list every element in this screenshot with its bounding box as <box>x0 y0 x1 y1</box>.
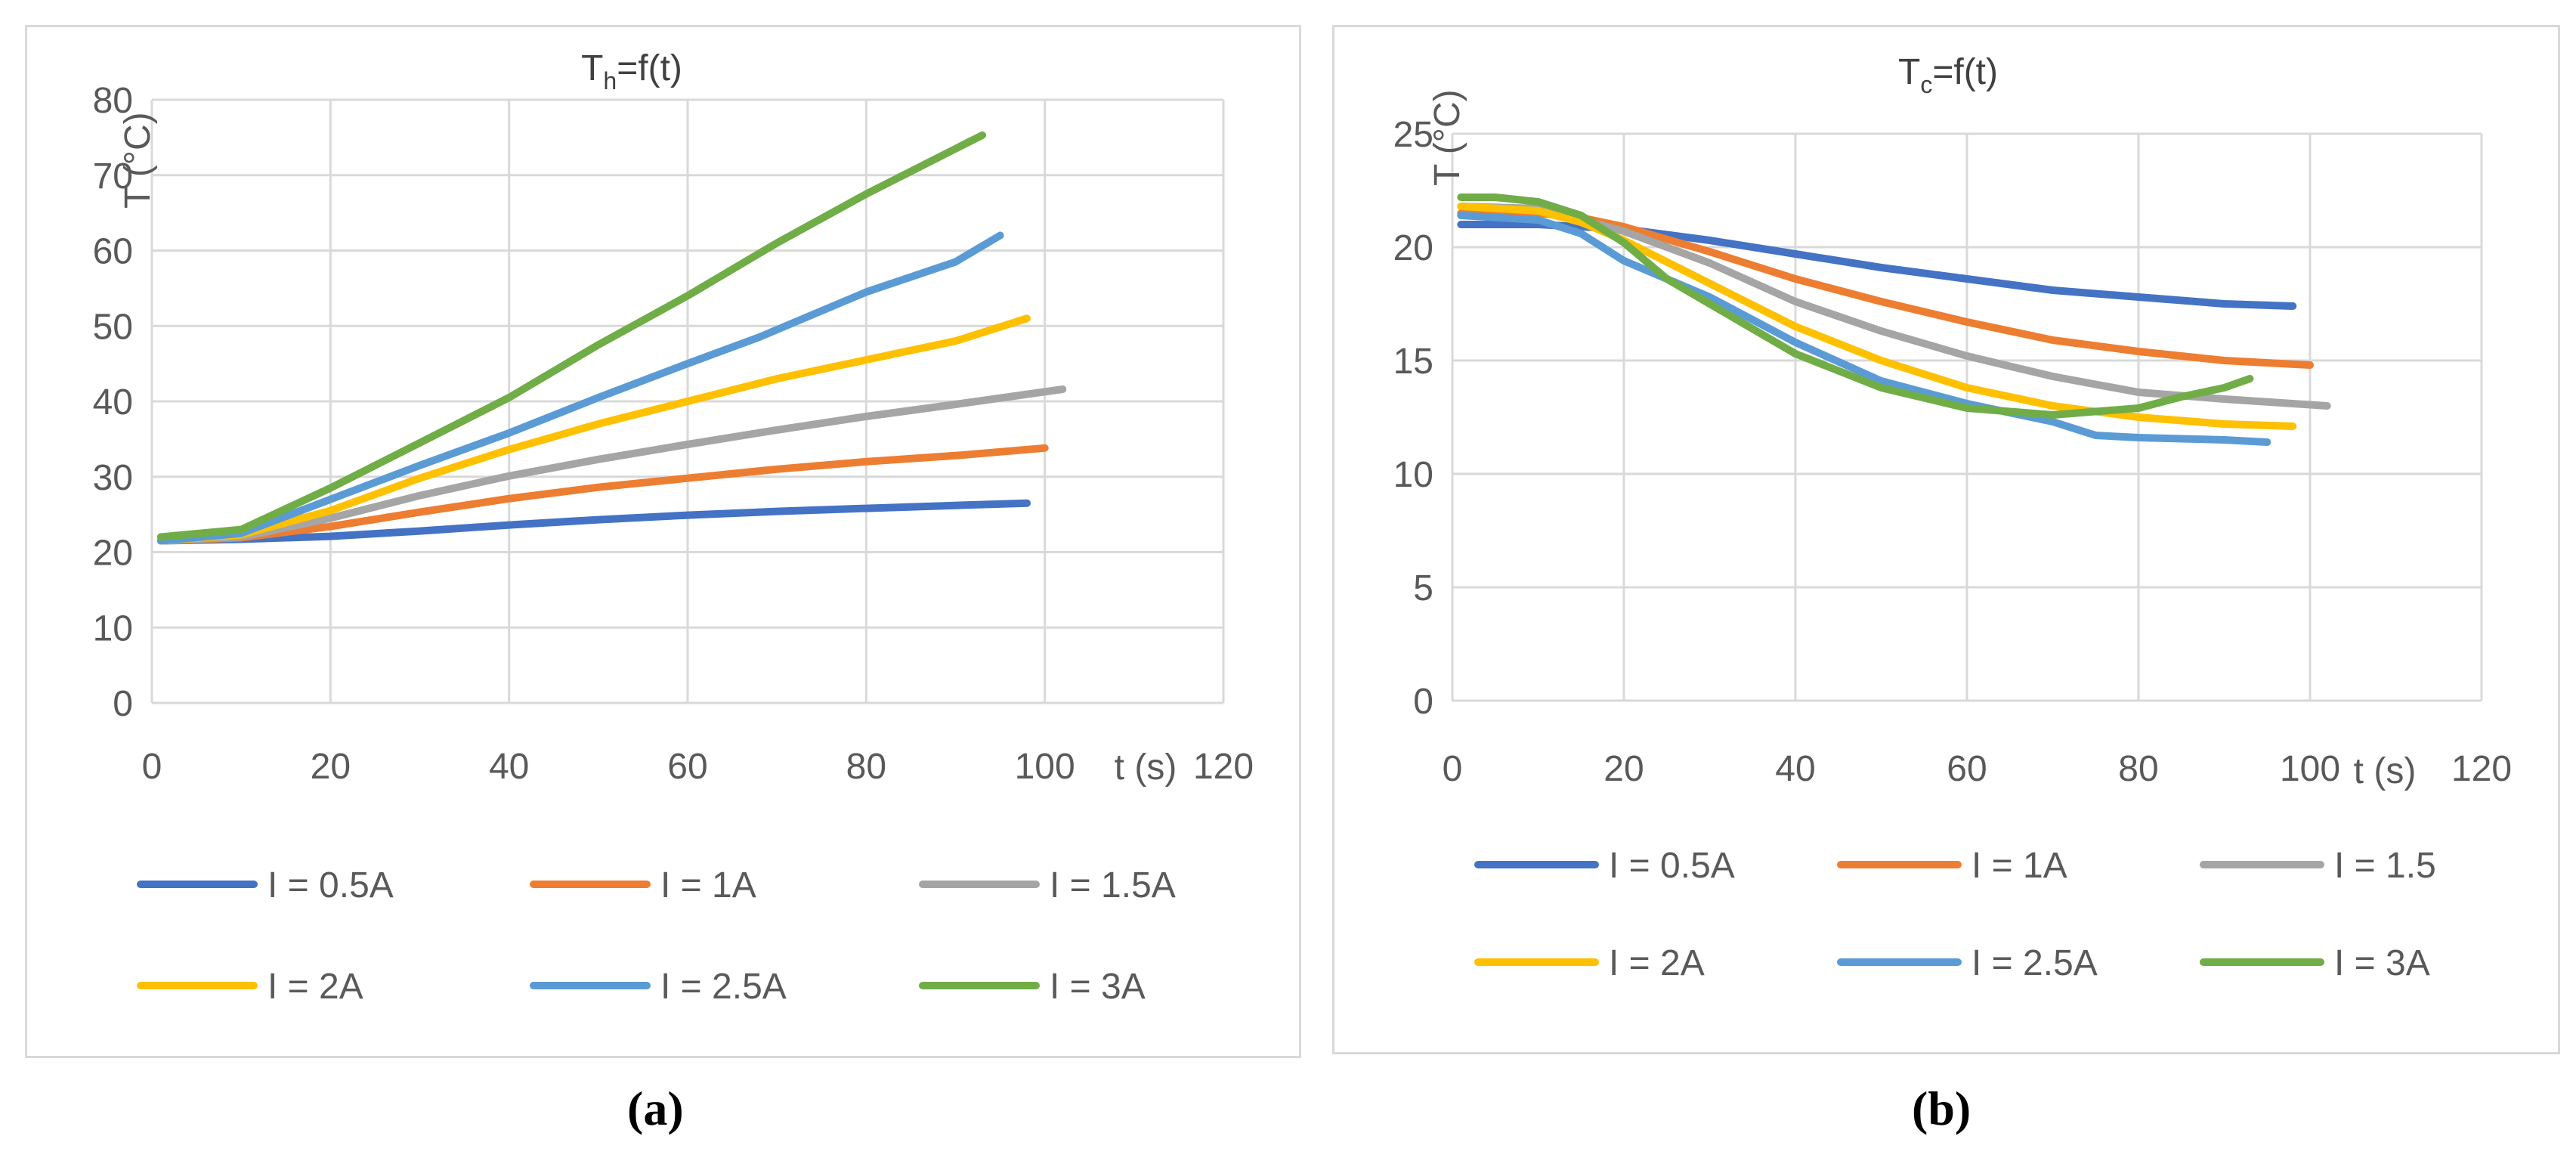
chart-b-svg: 0 20 40 60 80 100 120 0 5 10 15 20 25 Tc=f(t) T (°C)… <box>1393 52 2512 983</box>
chart-a-legend-item-0: I = 0.5A <box>137 865 394 905</box>
chart-a-series-line-0 <box>156 499 1031 545</box>
caption-a: (a) <box>627 1081 684 1137</box>
chart-b-y-tick-label-1: 5 <box>1413 568 1433 608</box>
chart-a-title-rest: =f(t) <box>617 48 682 88</box>
chart-b-y-tick-label-3: 15 <box>1393 342 1433 382</box>
chart-b-legend-item-2: I = 1.5 <box>2200 846 2436 886</box>
chart-b-legend-item-4: I = 2.5A <box>1837 943 2098 983</box>
chart-panel-b: 0 20 40 60 80 100 120 0 5 10 15 20 25 Tc=f(t) T (°C)… <box>1332 25 2560 1054</box>
chart-a-legend-item-4: I = 2.5A <box>530 967 787 1007</box>
chart-b-legend-item-0: I = 0.5A <box>1474 846 1735 886</box>
chart-b-legend-label-3: I = 2A <box>1609 943 1705 983</box>
chart-b-legend-item-1: I = 1A <box>1837 846 2067 886</box>
chart-a-legend-label-0: I = 0.5A <box>267 865 394 905</box>
chart-a-legend: I = 0.5A I = 1A I = 1.5A I = 2A I = 2.5A I = … <box>137 865 1176 1007</box>
chart-a-svg: 0 20 40 60 80 100 120 0 10 20 30 40 50 60 70 80 Th=f(t)… <box>93 48 1254 1007</box>
chart-a-y-tick-label-7: 70 <box>93 156 133 197</box>
chart-b-title-rest: =f(t) <box>1932 52 1998 92</box>
chart-b-legend: I = 0.5A I = 1A I = 1.5 I = 2A I = 2.5A I = 3… <box>1474 846 2436 983</box>
chart-b-x-tick-label-5: 100 <box>2280 749 2340 789</box>
chart-b-ticks: 0 20 40 60 80 100 120 0 5 10 15 20 25 <box>1393 115 2512 789</box>
chart-b-gridlines <box>1451 132 2483 702</box>
chart-b-legend-item-3: I = 2A <box>1474 943 1705 983</box>
chart-a-series-line-5 <box>156 131 986 541</box>
chart-a-x-tick-label-3: 60 <box>667 747 707 787</box>
chart-a-x-axis-label: t (s) <box>1115 748 1177 788</box>
chart-a-title-main: T <box>581 48 603 88</box>
chart-a-title-sub: h <box>603 67 617 94</box>
chart-a-gridlines <box>150 98 1225 704</box>
caption-b: (b) <box>1912 1081 1971 1137</box>
chart-b-legend-label-2: I = 1.5 <box>2334 846 2436 886</box>
chart-b-title: Tc=f(t) <box>1898 52 1998 98</box>
chart-a-y-tick-label-5: 50 <box>93 307 133 347</box>
chart-b-y-axis-label: T (°C) <box>1427 89 1467 186</box>
chart-b-legend-label-0: I = 0.5A <box>1609 846 1735 886</box>
chart-a-y-tick-label-8: 80 <box>93 81 133 121</box>
chart-a-x-tick-label-2: 40 <box>489 747 529 787</box>
chart-b-y-tick-label-0: 0 <box>1413 682 1433 722</box>
chart-b-y-tick-label-5: 25 <box>1393 115 1433 155</box>
chart-b-y-tick-label-2: 10 <box>1393 455 1433 495</box>
chart-b-x-tick-label-0: 0 <box>1443 749 1463 789</box>
chart-a-legend-item-3: I = 2A <box>137 967 363 1007</box>
chart-a-legend-label-4: I = 2.5A <box>660 967 787 1007</box>
chart-a-x-tick-label-6: 120 <box>1193 747 1254 787</box>
chart-b-series-line-4 <box>1457 212 2271 446</box>
chart-a-ticks: 0 20 40 60 80 100 120 0 10 20 30 40 50 60 70 80 <box>93 81 1254 787</box>
chart-a-x-tick-label-1: 20 <box>311 747 351 787</box>
chart-b-legend-label-1: I = 1A <box>1971 846 2067 886</box>
chart-a-series-line-4 <box>156 231 1004 545</box>
chart-b-legend-item-5: I = 3A <box>2200 943 2430 983</box>
chart-a-legend-label-5: I = 3A <box>1050 967 1146 1007</box>
chart-b-x-tick-label-1: 20 <box>1603 749 1644 789</box>
chart-a-legend-label-3: I = 2A <box>267 967 363 1007</box>
chart-a-x-tick-label-4: 80 <box>846 747 886 787</box>
chart-b-series <box>1457 193 2331 446</box>
chart-panel-a: 0 20 40 60 80 100 120 0 10 20 30 40 50 60 70 80 Th=f(t)… <box>25 25 1301 1058</box>
chart-a-legend-label-2: I = 1.5A <box>1050 865 1176 905</box>
chart-a-y-tick-label-6: 60 <box>93 232 133 272</box>
chart-b-x-tick-label-2: 40 <box>1775 749 1815 789</box>
chart-b-x-tick-label-3: 60 <box>1947 749 1987 789</box>
chart-a-series <box>156 131 1067 545</box>
chart-b-x-axis-label: t (s) <box>2354 751 2417 791</box>
chart-a-legend-item-1: I = 1A <box>530 865 756 905</box>
chart-b-y-tick-label-4: 20 <box>1393 228 1433 268</box>
chart-b-series-line-5 <box>1457 193 2254 419</box>
chart-a-legend-item-2: I = 1.5A <box>919 865 1176 905</box>
chart-a-legend-label-1: I = 1A <box>660 865 756 905</box>
chart-b-legend-label-5: I = 3A <box>2334 943 2430 983</box>
caption-b-text: (b) <box>1912 1082 1971 1135</box>
chart-b-x-tick-label-6: 120 <box>2451 749 2512 789</box>
chart-a-y-tick-label-3: 30 <box>93 458 133 498</box>
chart-a-series-line-1 <box>156 444 1049 545</box>
chart-a-series-line-3 <box>156 314 1031 545</box>
chart-b-series-line-3 <box>1457 203 2297 430</box>
chart-b-legend-label-4: I = 2.5A <box>1971 943 2098 983</box>
chart-a-legend-item-5: I = 3A <box>919 967 1146 1007</box>
caption-a-text: (a) <box>627 1082 684 1135</box>
chart-a-y-axis-label: T (°C) <box>118 112 158 209</box>
chart-a-title: Th=f(t) <box>581 48 682 94</box>
chart-a-y-tick-label-0: 0 <box>113 684 133 724</box>
chart-b-title-main: T <box>1898 52 1920 92</box>
chart-a-y-tick-label-1: 10 <box>93 608 133 648</box>
chart-a-x-tick-label-5: 100 <box>1015 747 1075 787</box>
chart-b-title-sub: c <box>1920 71 1932 98</box>
chart-b-x-tick-label-4: 80 <box>2118 749 2158 789</box>
chart-a-y-tick-label-2: 20 <box>93 534 133 574</box>
chart-a-x-tick-label-0: 0 <box>142 747 162 787</box>
chart-a-series-line-2 <box>156 385 1067 545</box>
chart-a-y-tick-label-4: 40 <box>93 382 133 422</box>
